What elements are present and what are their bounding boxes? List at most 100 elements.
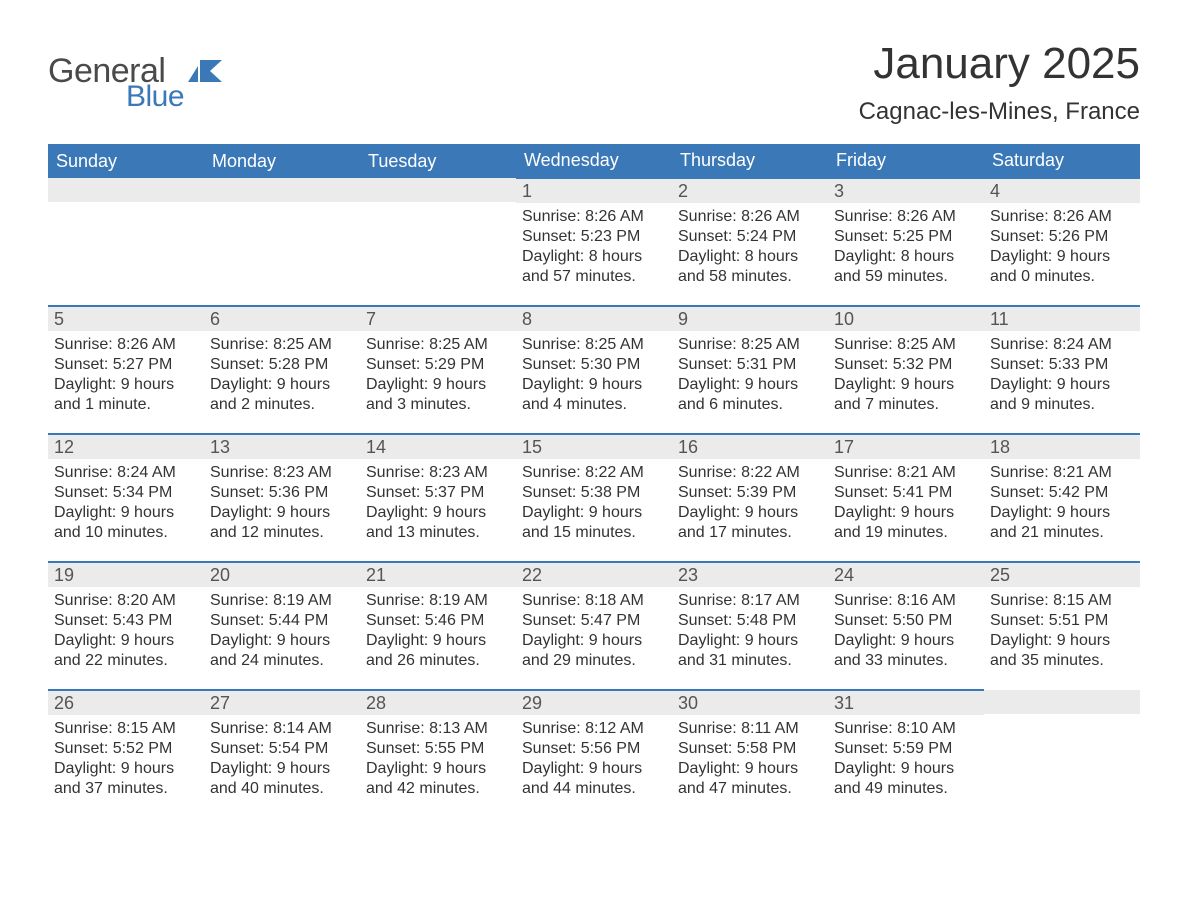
calendar-day-cell: 18Sunrise: 8:21 AMSunset: 5:42 PMDayligh… [984, 434, 1140, 562]
calendar-day-cell: 29Sunrise: 8:12 AMSunset: 5:56 PMDayligh… [516, 690, 672, 818]
logo-text: General Blue [48, 54, 184, 112]
calendar-day-cell: 6Sunrise: 8:25 AMSunset: 5:28 PMDaylight… [204, 306, 360, 434]
sunset-line: Sunset: 5:48 PM [678, 611, 822, 631]
calendar-day-cell: 23Sunrise: 8:17 AMSunset: 5:48 PMDayligh… [672, 562, 828, 690]
daylight-line: Daylight: 9 hours and 6 minutes. [678, 375, 822, 415]
header: General Blue January 2025 Cagnac-les-Min… [48, 40, 1140, 126]
day-number: 8 [516, 307, 672, 331]
day-details: Sunrise: 8:17 AMSunset: 5:48 PMDaylight:… [672, 587, 828, 679]
day-details: Sunrise: 8:21 AMSunset: 5:42 PMDaylight:… [984, 459, 1140, 551]
sunrise-line: Sunrise: 8:21 AM [990, 463, 1134, 483]
sunset-line: Sunset: 5:38 PM [522, 483, 666, 503]
sunset-line: Sunset: 5:32 PM [834, 355, 978, 375]
sunset-line: Sunset: 5:56 PM [522, 739, 666, 759]
calendar-day-cell: 28Sunrise: 8:13 AMSunset: 5:55 PMDayligh… [360, 690, 516, 818]
sunset-line: Sunset: 5:51 PM [990, 611, 1134, 631]
daylight-line: Daylight: 9 hours and 4 minutes. [522, 375, 666, 415]
sunset-line: Sunset: 5:23 PM [522, 227, 666, 247]
day-number: 24 [828, 563, 984, 587]
sunset-line: Sunset: 5:54 PM [210, 739, 354, 759]
calendar-day-cell: 16Sunrise: 8:22 AMSunset: 5:39 PMDayligh… [672, 434, 828, 562]
sunset-line: Sunset: 5:30 PM [522, 355, 666, 375]
day-number: 7 [360, 307, 516, 331]
calendar-day-cell [204, 178, 360, 306]
sunset-line: Sunset: 5:31 PM [678, 355, 822, 375]
daylight-line: Daylight: 9 hours and 29 minutes. [522, 631, 666, 671]
calendar-day-cell: 30Sunrise: 8:11 AMSunset: 5:58 PMDayligh… [672, 690, 828, 818]
day-details: Sunrise: 8:10 AMSunset: 5:59 PMDaylight:… [828, 715, 984, 807]
sunset-line: Sunset: 5:39 PM [678, 483, 822, 503]
day-number: 3 [828, 179, 984, 203]
day-details: Sunrise: 8:22 AMSunset: 5:38 PMDaylight:… [516, 459, 672, 551]
day-number: 28 [360, 691, 516, 715]
daylight-line: Daylight: 9 hours and 47 minutes. [678, 759, 822, 799]
daylight-line: Daylight: 9 hours and 40 minutes. [210, 759, 354, 799]
sunset-line: Sunset: 5:29 PM [366, 355, 510, 375]
day-details: Sunrise: 8:25 AMSunset: 5:28 PMDaylight:… [204, 331, 360, 423]
day-number: 11 [984, 307, 1140, 331]
weekday-header: Sunday [48, 144, 204, 178]
daylight-line: Daylight: 9 hours and 33 minutes. [834, 631, 978, 671]
daylight-line: Daylight: 9 hours and 7 minutes. [834, 375, 978, 415]
calendar-week-row: 12Sunrise: 8:24 AMSunset: 5:34 PMDayligh… [48, 434, 1140, 562]
day-details: Sunrise: 8:16 AMSunset: 5:50 PMDaylight:… [828, 587, 984, 679]
day-number: 29 [516, 691, 672, 715]
daylight-line: Daylight: 8 hours and 58 minutes. [678, 247, 822, 287]
sunrise-line: Sunrise: 8:25 AM [366, 335, 510, 355]
day-details: Sunrise: 8:23 AMSunset: 5:36 PMDaylight:… [204, 459, 360, 551]
day-number [204, 178, 360, 202]
sunrise-line: Sunrise: 8:24 AM [54, 463, 198, 483]
calendar-day-cell: 9Sunrise: 8:25 AMSunset: 5:31 PMDaylight… [672, 306, 828, 434]
day-details: Sunrise: 8:24 AMSunset: 5:34 PMDaylight:… [48, 459, 204, 551]
day-number: 12 [48, 435, 204, 459]
sunset-line: Sunset: 5:25 PM [834, 227, 978, 247]
daylight-line: Daylight: 9 hours and 12 minutes. [210, 503, 354, 543]
sunset-line: Sunset: 5:33 PM [990, 355, 1134, 375]
daylight-line: Daylight: 9 hours and 26 minutes. [366, 631, 510, 671]
day-number: 26 [48, 691, 204, 715]
calendar-day-cell: 4Sunrise: 8:26 AMSunset: 5:26 PMDaylight… [984, 178, 1140, 306]
logo: General Blue [48, 40, 224, 112]
daylight-line: Daylight: 9 hours and 49 minutes. [834, 759, 978, 799]
calendar-body: 1Sunrise: 8:26 AMSunset: 5:23 PMDaylight… [48, 178, 1140, 818]
day-number: 23 [672, 563, 828, 587]
sunrise-line: Sunrise: 8:17 AM [678, 591, 822, 611]
sunset-line: Sunset: 5:47 PM [522, 611, 666, 631]
sunset-line: Sunset: 5:43 PM [54, 611, 198, 631]
calendar-week-row: 5Sunrise: 8:26 AMSunset: 5:27 PMDaylight… [48, 306, 1140, 434]
calendar-day-cell: 15Sunrise: 8:22 AMSunset: 5:38 PMDayligh… [516, 434, 672, 562]
day-details: Sunrise: 8:19 AMSunset: 5:44 PMDaylight:… [204, 587, 360, 679]
sunrise-line: Sunrise: 8:12 AM [522, 719, 666, 739]
day-number: 13 [204, 435, 360, 459]
day-details: Sunrise: 8:25 AMSunset: 5:31 PMDaylight:… [672, 331, 828, 423]
day-number: 16 [672, 435, 828, 459]
calendar-day-cell: 10Sunrise: 8:25 AMSunset: 5:32 PMDayligh… [828, 306, 984, 434]
sunrise-line: Sunrise: 8:26 AM [54, 335, 198, 355]
weekday-header: Tuesday [360, 144, 516, 178]
day-number: 14 [360, 435, 516, 459]
day-number: 22 [516, 563, 672, 587]
day-number: 6 [204, 307, 360, 331]
daylight-line: Daylight: 9 hours and 0 minutes. [990, 247, 1134, 287]
day-details: Sunrise: 8:22 AMSunset: 5:39 PMDaylight:… [672, 459, 828, 551]
calendar-day-cell: 24Sunrise: 8:16 AMSunset: 5:50 PMDayligh… [828, 562, 984, 690]
calendar-day-cell: 7 Sunrise: 8:25 AMSunset: 5:29 PMDaylight… [360, 306, 516, 434]
sunrise-line: Sunrise: 8:25 AM [678, 335, 822, 355]
weekday-header: Saturday [984, 144, 1140, 178]
calendar-day-cell: 11Sunrise: 8:24 AMSunset: 5:33 PMDayligh… [984, 306, 1140, 434]
day-number: 18 [984, 435, 1140, 459]
daylight-line: Daylight: 9 hours and 3 minutes. [366, 375, 510, 415]
daylight-line: Daylight: 9 hours and 2 minutes. [210, 375, 354, 415]
calendar-day-cell: 8Sunrise: 8:25 AMSunset: 5:30 PMDaylight… [516, 306, 672, 434]
calendar-day-cell: 3Sunrise: 8:26 AMSunset: 5:25 PMDaylight… [828, 178, 984, 306]
daylight-line: Daylight: 9 hours and 37 minutes. [54, 759, 198, 799]
weekday-header: Monday [204, 144, 360, 178]
day-number: 17 [828, 435, 984, 459]
sunrise-line: Sunrise: 8:10 AM [834, 719, 978, 739]
weekday-header: Thursday [672, 144, 828, 178]
sunrise-line: Sunrise: 8:26 AM [522, 207, 666, 227]
day-details: Sunrise: 8:14 AMSunset: 5:54 PMDaylight:… [204, 715, 360, 807]
sunset-line: Sunset: 5:24 PM [678, 227, 822, 247]
day-number [360, 178, 516, 202]
daylight-line: Daylight: 9 hours and 10 minutes. [54, 503, 198, 543]
